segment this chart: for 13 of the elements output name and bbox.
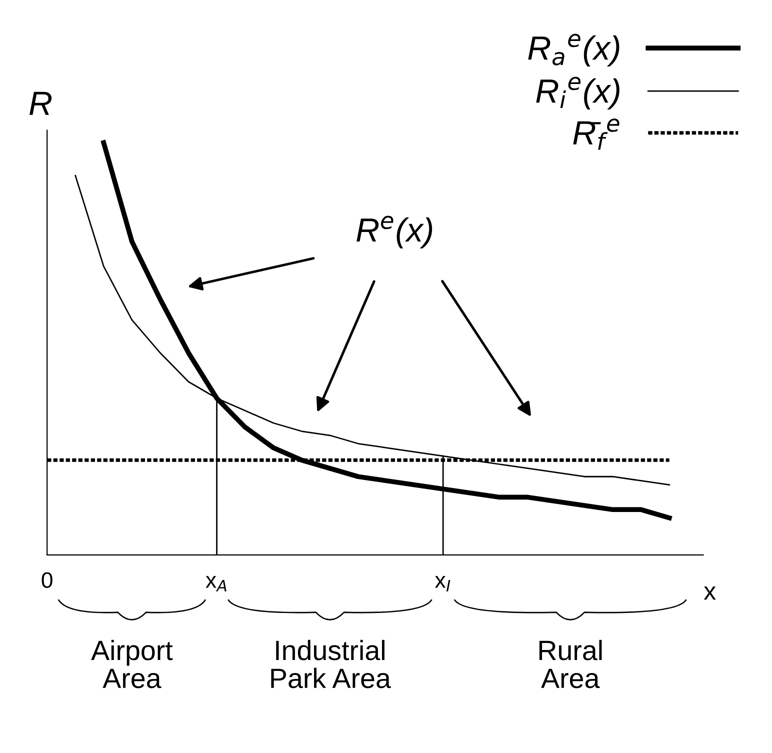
legend-label: R̄$_{f}$$^{e}$ — [573, 118, 620, 150]
text: Rural Area — [539, 640, 602, 688]
x-axis-title: x — [704, 586, 716, 600]
x-tick-label: 0 — [42, 572, 52, 588]
text: Airport Area — [91, 640, 173, 688]
text: R — [30, 92, 52, 115]
y-axis-title: R — [356, 218, 379, 242]
legend-label: R$_{i}$$^{e}$(x) — [536, 76, 620, 110]
text: Industrial Park Area — [271, 640, 391, 688]
text: $^{e}$(x) — [381, 216, 432, 248]
x-tick-label: x$_{I}$ — [434, 576, 450, 592]
legend-label: R$_{a}$$^{e}$(x) — [528, 34, 620, 66]
x-tick-label: x$_{A}$ — [206, 576, 226, 592]
